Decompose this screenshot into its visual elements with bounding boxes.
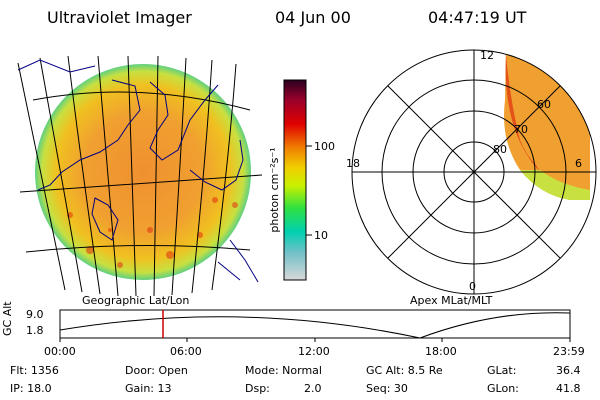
colorbar-tick-label-100: 100 — [314, 140, 335, 153]
mlt-label-12: 12 — [480, 49, 494, 62]
sequence-number: Seq: 30 — [366, 382, 408, 395]
altitude-curve — [59, 312, 571, 339]
time-tick-0600: 06:00 — [170, 345, 202, 358]
coastlines — [17, 59, 259, 283]
app-title: Ultraviolet Imager — [47, 8, 192, 27]
glat-label: GLat: — [487, 364, 517, 377]
mlt-label-18: 18 — [346, 157, 360, 170]
alt-tick-label-9: 9.0 — [26, 308, 44, 321]
colorbar-scale — [283, 79, 307, 281]
alt-tick-label-1-8: 1.8 — [26, 324, 44, 337]
time-tick-1200: 12:00 — [298, 345, 330, 358]
mlt-label-0: 0 — [469, 280, 476, 293]
polar-grid — [351, 49, 597, 295]
mlat-label-70: 70 — [514, 123, 528, 136]
time-tick-1800: 18:00 — [425, 345, 457, 358]
glat-value: 36.4 — [556, 364, 581, 377]
time-tick-2359: 23:59 — [553, 345, 585, 358]
gc-altitude: GC Alt: 8.5 Re — [366, 364, 443, 377]
dsp-value: 2.0 — [304, 382, 322, 395]
geographic-globe — [17, 55, 263, 297]
mode-status: Mode: Normal — [245, 364, 322, 377]
header-time: 04:47:19 UT — [428, 8, 527, 27]
mlat-label-60: 60 — [537, 98, 551, 111]
glon-value: 41.8 — [556, 382, 581, 395]
apex-panel-label: Apex MLat/MLT — [410, 294, 493, 307]
altitude-strip — [59, 309, 571, 342]
glon-label: GLon: — [487, 382, 519, 395]
colorbar: 100 10 photon cm⁻²s⁻¹ — [268, 79, 335, 281]
mlt-label-6: 6 — [575, 157, 582, 170]
door-status: Door: Open — [125, 364, 188, 377]
altitude-ticks — [59, 338, 571, 342]
altitude-frame — [59, 309, 571, 339]
gain-value: Gain: 13 — [125, 382, 172, 395]
polar-plot: 12 18 6 0 60 70 80 — [346, 49, 597, 295]
dsp-label: Dsp: — [245, 382, 270, 395]
gc-alt-axis-label: GC Alt — [1, 301, 14, 336]
time-tick-0000: 00:00 — [44, 345, 76, 358]
colorbar-unit-label: photon cm⁻²s⁻¹ — [268, 147, 281, 232]
geographic-panel-label: Geographic Lat/Lon — [82, 294, 190, 307]
colorbar-tick-label-10: 10 — [314, 229, 328, 242]
flight-number: Flt: 1356 — [10, 364, 59, 377]
header-date: 04 Jun 00 — [275, 8, 351, 27]
globe-disk — [35, 64, 251, 280]
ip-value: IP: 18.0 — [10, 382, 52, 395]
polar-diagonal-b — [387, 85, 561, 259]
mlat-label-80: 80 — [493, 143, 507, 156]
